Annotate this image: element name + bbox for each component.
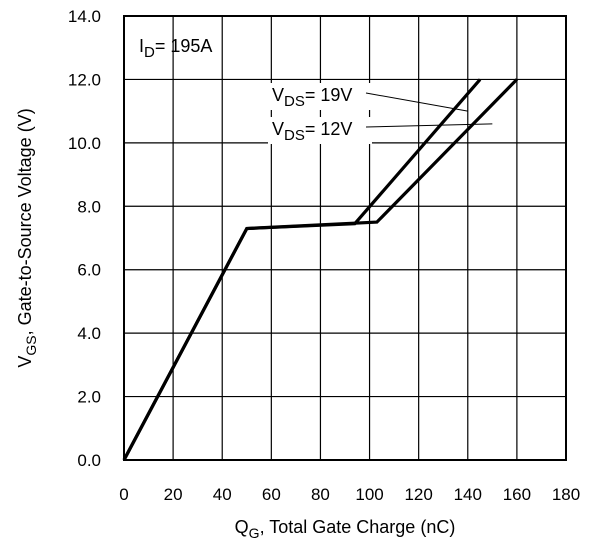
x-tick-label: 80 [311,485,330,504]
annotation-leader-12v [365,123,493,128]
x-tick-label: 40 [213,485,232,504]
x-tick-label: 20 [164,485,183,504]
x-tick-label: 100 [355,485,383,504]
x-tick-label: 60 [262,485,281,504]
x-tick-label: 140 [454,485,482,504]
x-tick-label: 180 [552,485,580,504]
plot-frame [123,15,567,461]
y-tick-label: 6.0 [77,261,101,280]
y-tick-label: 4.0 [77,324,101,343]
series-group [122,78,519,461]
series-line-2 [122,78,519,461]
x-axis-label: QG, Total Gate Charge (nC) [235,517,456,541]
y-tick-label: 8.0 [77,197,101,216]
y-tick-labels: 0.0 2.0 4.0 6.0 8.0 10.0 12.0 14.0 [68,7,101,470]
annotation-id: ID= 195A [139,36,212,61]
y-tick-label: 12.0 [68,70,101,89]
annotation-background [268,117,372,144]
annotation-vds-12v: VDS= 12V [272,119,352,144]
x-tick-labels: 0 20 40 60 80 100 120 140 160 180 [119,485,580,504]
x-tick-label: 0 [119,485,128,504]
y-axis-label: VGS, Gate-to-Source Voltage (V) [15,108,39,367]
annotation-leader-19v [365,92,468,112]
grid [124,16,566,460]
y-tick-label: 10.0 [68,134,101,153]
y-tick-label: 14.0 [68,7,101,26]
x-tick-label: 120 [404,485,432,504]
annotation-leaders [365,92,493,128]
y-tick-label: 2.0 [77,388,101,407]
x-tick-label: 160 [503,485,531,504]
annotation-background [268,83,372,110]
y-tick-label: 0.0 [77,451,101,470]
annotation-vds-19v: VDS= 19V [272,85,352,110]
